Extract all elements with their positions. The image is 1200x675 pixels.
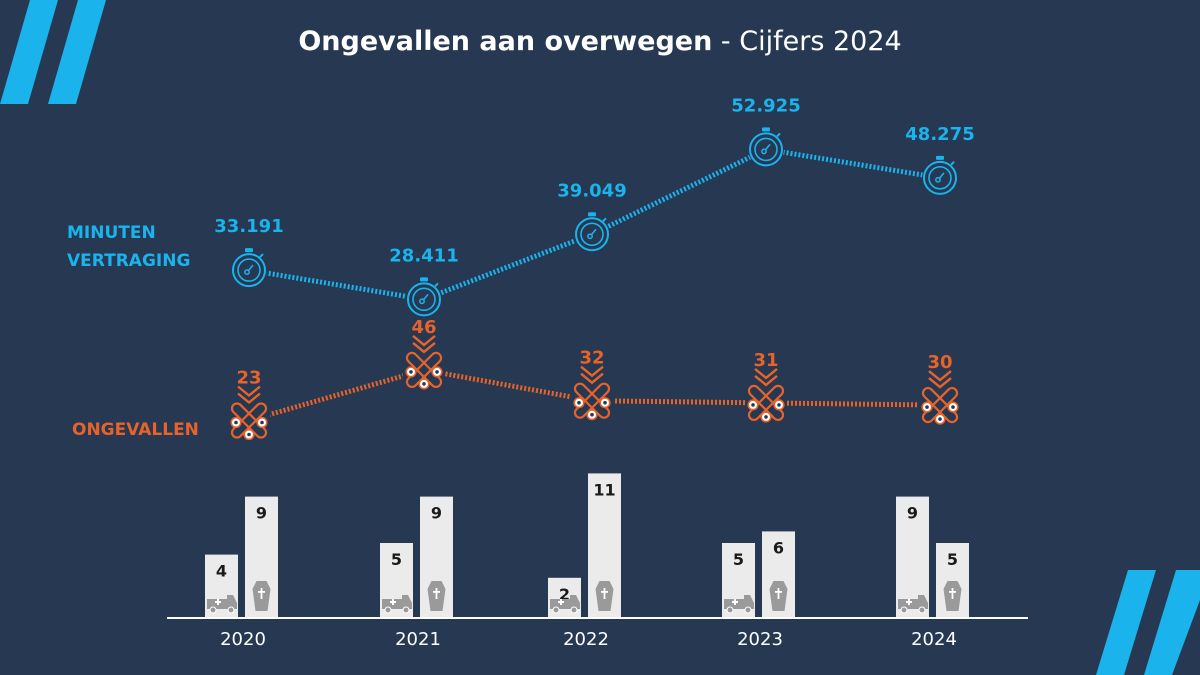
- level-crossing-icon: [745, 367, 787, 424]
- stopwatch-icon: [922, 155, 958, 196]
- ambulance-icon: [207, 595, 237, 614]
- x-tick-label: 2021: [395, 629, 441, 650]
- line-layer: 33.191 28.411 39.049 52.925 48.275 23 46 32 31 30: [214, 95, 975, 442]
- data-label-delay: 52.925: [731, 95, 800, 116]
- level-crossing-icon: [228, 385, 270, 442]
- coffin-icon: [427, 581, 446, 611]
- stopwatch-icon: [231, 248, 267, 289]
- ambulance-icon: [550, 595, 580, 614]
- chart-title-light: - Cijfers 2024: [712, 26, 902, 57]
- x-tick-label: 2023: [737, 629, 783, 650]
- chart-title-bold: Ongevallen aan overwegen: [298, 26, 713, 57]
- level-crossing-icon: [403, 334, 445, 391]
- ambulance-icon: [724, 595, 754, 614]
- bar-label-fatal: 9: [256, 504, 267, 523]
- x-tick-label: 2024: [911, 629, 957, 650]
- coffin-icon: [252, 581, 271, 611]
- x-tick-label: 2022: [563, 629, 609, 650]
- bar-label-ambulance: 5: [733, 550, 744, 569]
- stopwatch-icon: [406, 277, 442, 318]
- bar-layer: 4 5 2 5 9 9 9 11 6 5: [205, 473, 969, 617]
- deco-stripes-top-left: [0, 0, 106, 104]
- bar-label-ambulance: 5: [391, 550, 402, 569]
- data-label-delay: 33.191: [214, 216, 283, 237]
- level-crossing-icon: [919, 370, 961, 427]
- series-label-accidents-line-1: ONGEVALLEN: [72, 420, 199, 440]
- bar-label-ambulance: 4: [216, 562, 227, 581]
- series-label-delay: MINUTEN VERTRAGING: [67, 219, 190, 275]
- data-label-delay: 48.275: [905, 124, 974, 145]
- chart-title: Ongevallen aan overwegen - Cijfers 2024: [0, 26, 1200, 57]
- data-label-accidents: 30: [927, 352, 952, 373]
- coffin-icon: [943, 581, 962, 611]
- series-label-delay-line-2: VERTRAGING: [67, 251, 191, 271]
- deco-stripes-bottom-right: [1096, 570, 1200, 675]
- data-label-accidents: 32: [579, 348, 604, 369]
- data-label-delay: 28.411: [389, 245, 458, 266]
- bar-label-fatal: 11: [593, 480, 615, 499]
- series-label-accidents: ONGEVALLEN: [72, 416, 199, 444]
- data-label-accidents: 46: [411, 317, 436, 338]
- bar-label-ambulance: 2: [559, 585, 570, 604]
- data-label-accidents: 31: [753, 350, 778, 371]
- data-label-delay: 39.049: [557, 180, 626, 201]
- ambulance-icon: [382, 595, 412, 614]
- x-tick-label: 2020: [220, 629, 266, 650]
- data-label-accidents: 23: [236, 368, 261, 389]
- bar-label-fatal: 6: [773, 538, 784, 557]
- coffin-icon: [769, 581, 788, 611]
- ambulance-icon: [898, 595, 928, 614]
- x-axis: 2020 2021 2022 2023 2024: [167, 617, 1028, 650]
- stopwatch-icon: [574, 212, 610, 253]
- coffin-icon: [595, 581, 614, 611]
- stopwatch-icon: [748, 127, 784, 168]
- series-label-delay-line-1: MINUTEN: [67, 223, 156, 243]
- bar-label-fatal: 9: [431, 504, 442, 523]
- bar-label-ambulance: 9: [907, 504, 918, 523]
- bar-label-fatal: 5: [947, 550, 958, 569]
- level-crossing-icon: [571, 365, 613, 422]
